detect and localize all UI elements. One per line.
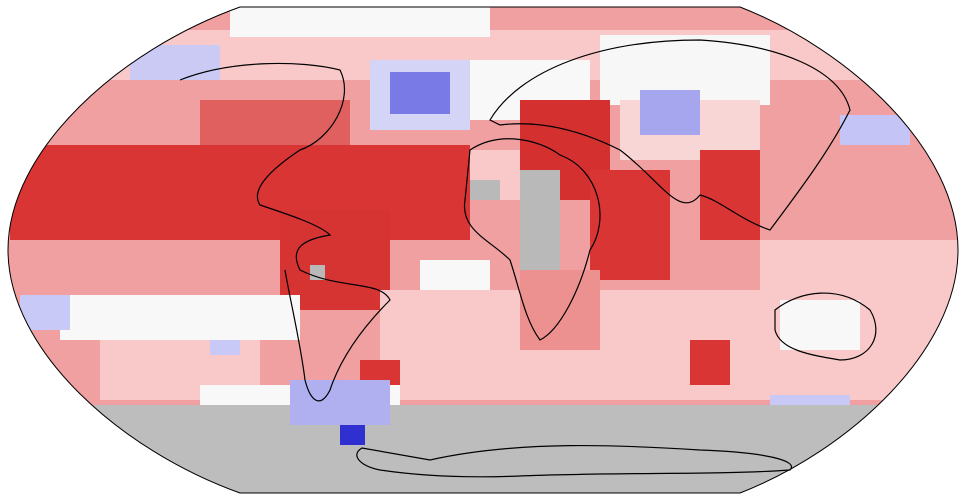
africa-coast <box>463 138 601 341</box>
cell <box>130 45 220 80</box>
cell <box>230 7 490 37</box>
cell <box>200 100 350 145</box>
cell <box>520 170 560 270</box>
cell <box>780 300 860 350</box>
cell <box>20 295 70 330</box>
cell <box>380 290 958 400</box>
cell <box>690 340 730 385</box>
eurasia-coast <box>489 39 851 231</box>
cell <box>640 90 700 135</box>
cell <box>290 380 390 425</box>
cell <box>8 405 958 493</box>
cell <box>10 145 470 240</box>
cell <box>700 150 760 240</box>
australia-coast <box>774 292 877 361</box>
map-outline <box>7 6 959 494</box>
cell <box>310 265 325 280</box>
cell <box>840 115 910 145</box>
cell <box>520 270 600 350</box>
antarctica <box>356 444 793 478</box>
cell <box>470 180 500 200</box>
cell <box>340 425 365 445</box>
americas-coast <box>179 62 391 402</box>
cell <box>60 295 300 340</box>
cell <box>210 340 240 355</box>
cell <box>390 72 450 114</box>
cell <box>590 170 670 280</box>
cell <box>280 210 390 310</box>
